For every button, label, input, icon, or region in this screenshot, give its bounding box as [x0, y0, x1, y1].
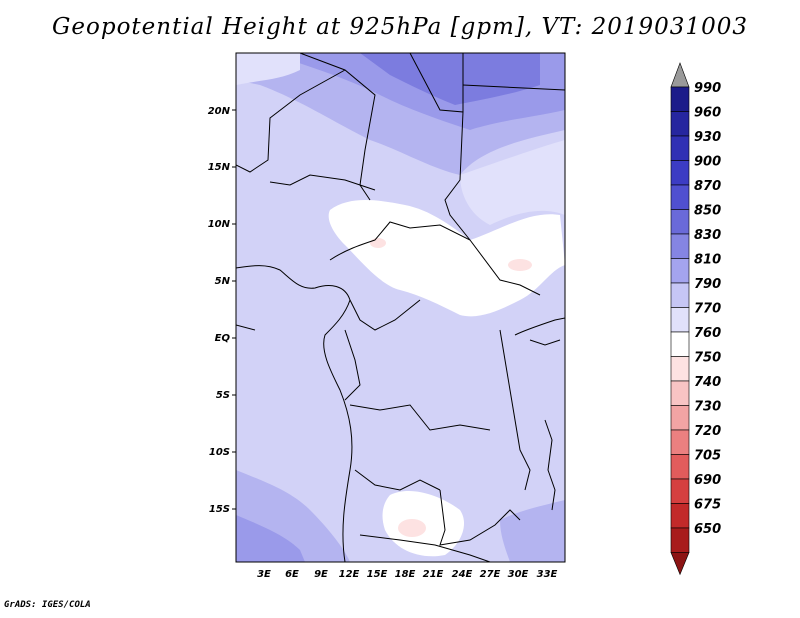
country-borders [236, 53, 565, 562]
lon-tick-label: 21E [423, 569, 444, 580]
colorbar-label: 850 [694, 204, 721, 219]
colorbar-label: 690 [694, 473, 721, 488]
colorbar-cell [670, 135, 690, 161]
lon-tick-label: 12E [339, 569, 360, 580]
colorbar-cell [670, 380, 690, 406]
lat-tick-label: 15N [208, 162, 231, 173]
lat-tick-label: EQ [215, 333, 231, 344]
colorbar-label: 750 [694, 351, 721, 366]
lon-tick-label: 15E [367, 569, 388, 580]
colorbar-cell [670, 454, 690, 480]
colorbar-label: 900 [694, 155, 721, 170]
colorbar-label: 990 [694, 81, 721, 96]
colorbar-label: 810 [694, 253, 721, 268]
colorbar-cell [670, 209, 690, 235]
colorbar: 990 960 930 900 870 850 830 810 790 770 760 750 740 7… [670, 62, 721, 576]
colorbar-cell [670, 233, 690, 259]
lon-tick-label: 6E [285, 569, 299, 580]
colorbar-cell [670, 356, 690, 382]
colorbar-cell [670, 503, 690, 529]
colorbar-cell [670, 86, 690, 112]
lat-tick-label: 10N [208, 219, 231, 230]
lat-tick-label: 10S [209, 447, 230, 458]
colorbar-cell [670, 405, 690, 431]
colorbar-label: 730 [694, 400, 721, 415]
colorbar-cell [670, 160, 690, 186]
colorbar-cell [670, 282, 690, 308]
lon-tick-label: 27E [480, 569, 501, 580]
longitude-axis: 3E 6E 9E 12E 15E 18E 21E 24E 27E 30E 33E [257, 569, 557, 580]
colorbar-cell [670, 478, 690, 504]
colorbar-label: 830 [694, 228, 721, 243]
lon-tick-label: 9E [314, 569, 328, 580]
lat-tick-label: 20N [208, 106, 231, 117]
lat-tick-label: 15S [209, 504, 230, 515]
latitude-axis: 20N 15N 10N 5N EQ 5S 10S 15S [208, 106, 236, 515]
colorbar-label: 930 [694, 130, 721, 145]
colorbar-cell [670, 307, 690, 333]
lon-tick-label: 30E [508, 569, 529, 580]
map-frame [235, 52, 566, 563]
credit-label: GrADS: IGES/COLA [4, 600, 91, 610]
colorbar-label: 650 [694, 522, 721, 537]
lon-tick-label: 3E [257, 569, 271, 580]
colorbar-label: 790 [694, 277, 721, 292]
colorbar-label: 675 [694, 498, 721, 513]
height-field [236, 53, 565, 562]
colorbar-label: 760 [694, 326, 721, 341]
colorbar-label: 770 [694, 302, 721, 317]
colorbar-cell [670, 111, 690, 137]
colorbar-label: 870 [694, 179, 721, 194]
colorbar-label: 705 [694, 449, 721, 464]
colorbar-top-arrow [670, 62, 690, 88]
lon-tick-label: 24E [452, 569, 473, 580]
map-title: Geopotential Height at 925hPa [gpm], VT:… [52, 14, 748, 40]
lon-tick-label: 18E [395, 569, 416, 580]
colorbar-label: 720 [694, 424, 721, 439]
colorbar-cell [670, 184, 690, 210]
colorbar-label: 740 [694, 375, 721, 390]
colorbar-label: 960 [694, 106, 721, 121]
colorbar-cell [670, 429, 690, 455]
lon-tick-label: 33E [537, 569, 558, 580]
lat-tick-label: 5S [216, 390, 230, 401]
colorbar-cell [670, 527, 690, 553]
colorbar-cell [670, 258, 690, 284]
lat-tick-label: 5N [215, 276, 231, 287]
colorbar-cell [670, 331, 690, 357]
colorbar-bottom-arrow [670, 552, 690, 576]
